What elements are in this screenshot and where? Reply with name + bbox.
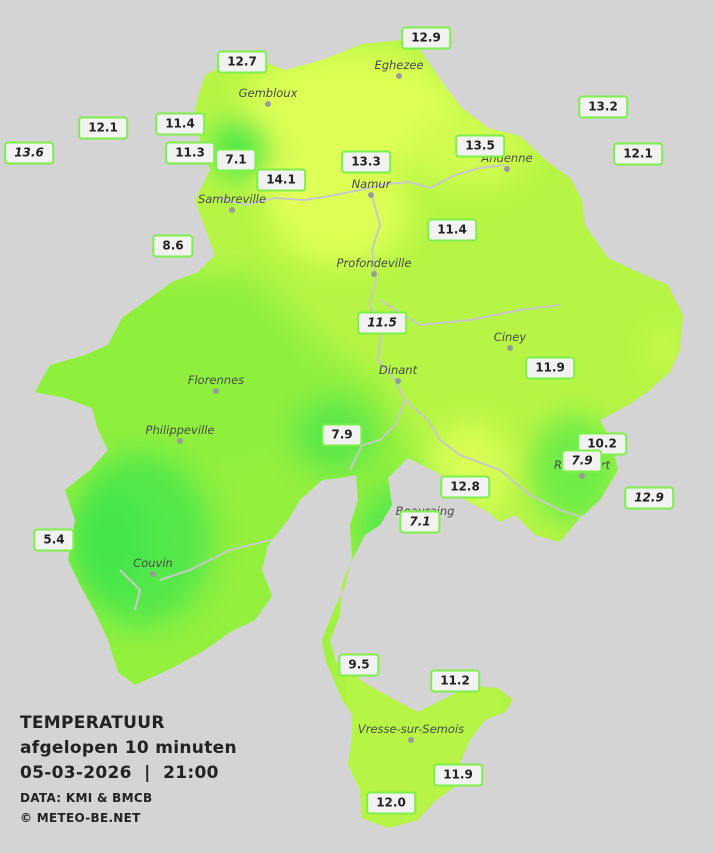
temperature-badge: 7.1: [399, 510, 441, 534]
legend-subtitle: afgelopen 10 minuten: [20, 738, 237, 758]
temperature-badge: 5.4: [33, 528, 75, 552]
town-marker: [507, 345, 513, 351]
town-label: Eghezee: [374, 58, 424, 72]
temperature-badge: 12.9: [624, 486, 674, 510]
temperature-badge: 13.6: [4, 141, 54, 165]
legend-copyright: © METEO-BE.NET: [20, 811, 141, 825]
town-marker: [213, 388, 219, 394]
temperature-badge: 12.7: [217, 50, 267, 74]
temperature-badge: 11.3: [165, 141, 215, 165]
town-marker: [395, 378, 401, 384]
town-marker: [371, 271, 377, 277]
town-label: Couvin: [133, 556, 173, 570]
town-label: Sambreville: [197, 192, 267, 206]
town-label: Ciney: [493, 330, 527, 344]
town-marker: [229, 207, 235, 213]
town-label: Dinant: [378, 363, 418, 377]
town-marker: [504, 166, 510, 172]
temperature-badge: 7.1: [215, 148, 257, 172]
town-marker: [579, 473, 585, 479]
legend-title: TEMPERATUUR: [20, 713, 165, 733]
temperature-badge: 11.4: [427, 218, 477, 242]
temperature-badge: 7.9: [321, 423, 363, 447]
legend-source: DATA: KMI & BMCB: [20, 791, 153, 805]
temperature-badge: 13.2: [578, 95, 628, 119]
temperature-badge: 13.5: [455, 134, 505, 158]
temperature-badge: 11.9: [525, 356, 575, 380]
town-marker: [150, 571, 156, 577]
temperature-badge: 12.1: [613, 142, 663, 166]
town-marker: [177, 438, 183, 444]
temperature-badge: 9.5: [338, 653, 380, 677]
town-label: Profondeville: [336, 256, 412, 270]
temperature-badge: 7.9: [561, 449, 603, 473]
town-label: Florennes: [187, 373, 245, 387]
town-marker: [396, 73, 402, 79]
legend-datetime: 05-03-2026 | 21:00: [20, 763, 219, 783]
town-marker: [265, 101, 271, 107]
town-marker: [368, 192, 374, 198]
temperature-badge: 12.0: [366, 791, 416, 815]
legend: TEMPERATUUR afgelopen 10 minuten 05-03-2…: [20, 711, 237, 828]
temperature-badge: 11.5: [357, 311, 407, 335]
temperature-badge: 12.1: [78, 116, 128, 140]
town-label: Namur: [351, 177, 391, 191]
temperature-badge: 11.4: [155, 112, 205, 136]
town-label: Vresse-sur-Semois: [357, 722, 465, 736]
town-label: Philippeville: [145, 423, 215, 437]
temperature-badge: 12.9: [401, 26, 451, 50]
town-label: Gembloux: [238, 86, 298, 100]
temperature-badge: 11.2: [430, 669, 480, 693]
town-marker: [408, 737, 414, 743]
temperature-badge: 11.9: [433, 763, 483, 787]
temperature-badge: 13.3: [341, 150, 391, 174]
temperature-badge: 14.1: [256, 168, 306, 192]
temperature-badge: 12.8: [440, 475, 490, 499]
temperature-badge: 8.6: [152, 234, 194, 258]
